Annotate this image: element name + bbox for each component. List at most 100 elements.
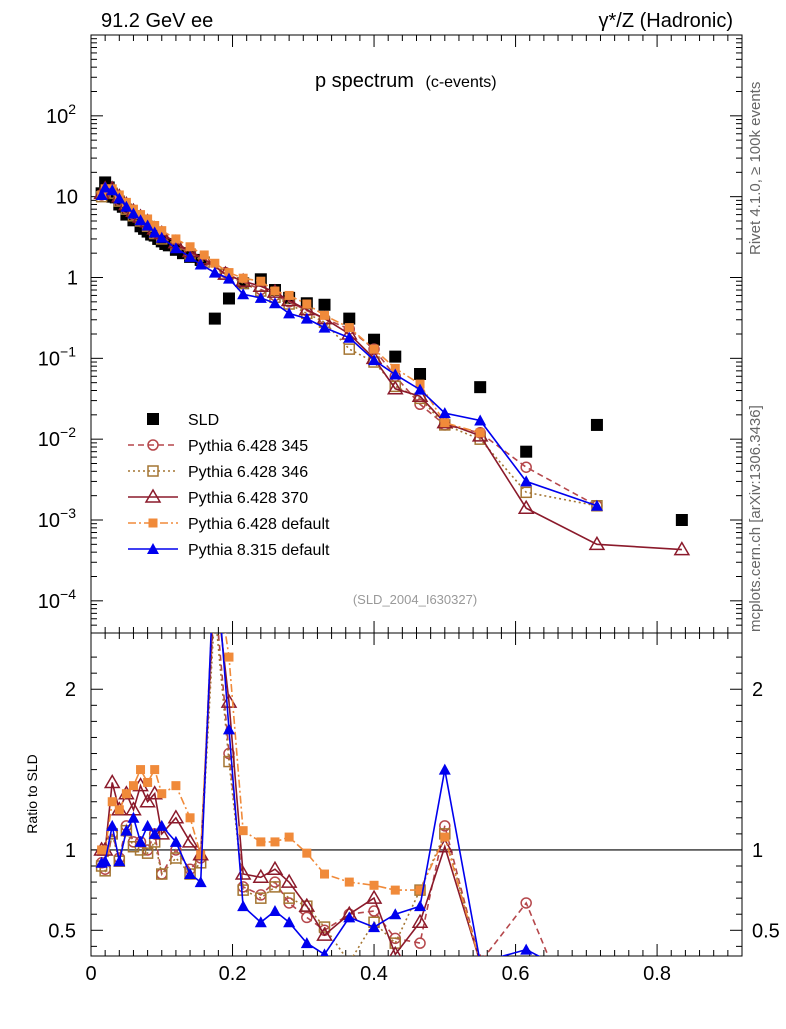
ratio-point bbox=[439, 820, 451, 832]
ratio-point bbox=[270, 837, 280, 847]
ratio-point bbox=[208, 570, 222, 582]
main-y-tick-label: 10−3 bbox=[38, 505, 76, 532]
ratio-point bbox=[475, 957, 485, 967]
legend: SLD Pythia 6.428 345 Pythia 6.428 346 Pythi… bbox=[128, 412, 330, 559]
data-point bbox=[320, 310, 330, 320]
data-point bbox=[300, 312, 313, 324]
ratio-point bbox=[414, 937, 426, 949]
ratio-point bbox=[343, 911, 356, 923]
ratio-point bbox=[389, 945, 402, 956]
ratio-point bbox=[252, 868, 270, 884]
ratio-point bbox=[438, 763, 451, 775]
ratio-point bbox=[476, 958, 485, 967]
ratio-point bbox=[280, 873, 298, 888]
main-y-tick-label: 10−1 bbox=[38, 343, 76, 370]
ratio-x-tick-label: 0.6 bbox=[502, 963, 530, 985]
ratio-point bbox=[100, 845, 110, 855]
legend-entry: Pythia 6.428 345 bbox=[128, 438, 308, 455]
header-left: 91.2 GeV ee bbox=[101, 10, 213, 32]
ratio-point bbox=[365, 889, 383, 904]
ratio-point bbox=[157, 789, 167, 799]
data-point bbox=[411, 387, 429, 402]
data-point bbox=[169, 242, 182, 254]
ratio-point bbox=[266, 860, 284, 875]
main-y-tick-base: 10 bbox=[56, 187, 78, 209]
ratio-point bbox=[283, 916, 296, 928]
ratio-series-pythia-8-315-default bbox=[95, 633, 557, 967]
ratio-point bbox=[181, 833, 199, 848]
main-y-tick-base: 10 bbox=[38, 348, 60, 370]
ratio-point bbox=[344, 957, 354, 967]
data-point bbox=[344, 323, 354, 333]
ratio-point bbox=[120, 824, 133, 836]
chart-title: p spectrum (c-events) bbox=[315, 70, 497, 92]
ratio-point bbox=[143, 777, 153, 787]
data-point bbox=[389, 368, 402, 380]
ratio-point bbox=[545, 956, 557, 967]
data-point bbox=[588, 535, 606, 551]
ratio-line bbox=[100, 633, 550, 956]
ratio-point bbox=[103, 773, 121, 789]
data-point bbox=[143, 214, 153, 224]
side-label-top: Rivet 4.1.0, ≥ 100k events bbox=[747, 82, 764, 255]
ratio-x-tick-label: 0.8 bbox=[643, 963, 671, 985]
data-point bbox=[134, 214, 147, 226]
ratio-point bbox=[114, 805, 124, 815]
data-point bbox=[414, 368, 427, 381]
data-point bbox=[127, 207, 140, 219]
data-point bbox=[343, 331, 356, 343]
data-point bbox=[184, 250, 197, 262]
data-point bbox=[369, 344, 379, 354]
ratio-point bbox=[169, 835, 182, 847]
data-point bbox=[386, 380, 404, 395]
ratio-point bbox=[196, 850, 206, 860]
legend-entry: SLD bbox=[147, 412, 219, 429]
ratio-point bbox=[139, 793, 156, 808]
ratio-point bbox=[284, 832, 294, 842]
data-point bbox=[222, 292, 235, 305]
data-point bbox=[208, 266, 221, 278]
ratio-point bbox=[316, 926, 333, 941]
legend-marker bbox=[147, 465, 159, 477]
legend-marker bbox=[144, 488, 162, 503]
ratio-point bbox=[121, 789, 131, 799]
ratio-y-tick-label: 1 bbox=[65, 840, 76, 862]
ratio-point bbox=[475, 957, 485, 967]
ratio-point bbox=[155, 819, 168, 831]
ratio-line bbox=[101, 633, 541, 956]
ratio-y-tick-label-right: 0.5 bbox=[752, 920, 780, 942]
ratio-point bbox=[389, 908, 402, 920]
ratio-point bbox=[141, 819, 154, 831]
data-point bbox=[157, 226, 167, 236]
ratio-point bbox=[478, 953, 482, 956]
ratio-point bbox=[414, 900, 427, 912]
data-point bbox=[237, 288, 250, 300]
data-point bbox=[389, 350, 402, 363]
ratio-axis-ticks: 0 0.2 0.4 0.6 0.8 0.5 0.5 1 1 2 2 bbox=[48, 633, 780, 985]
ratio-point bbox=[127, 811, 140, 823]
main-y-tick-base: 1 bbox=[67, 267, 78, 289]
data-point bbox=[208, 312, 221, 325]
legend-marker bbox=[147, 413, 159, 425]
data-point bbox=[318, 321, 331, 333]
data-point bbox=[284, 290, 294, 300]
data-point bbox=[368, 343, 380, 355]
ratio-point bbox=[184, 868, 197, 880]
data-point bbox=[520, 475, 533, 487]
ratio-point bbox=[320, 869, 330, 879]
main-y-tick-base: 10 bbox=[38, 591, 60, 613]
legend-marker bbox=[147, 543, 159, 554]
main-y-tick-label: 10 bbox=[56, 187, 78, 209]
main-y-tick-exp: −1 bbox=[60, 343, 76, 359]
main-y-tick-base: 10 bbox=[38, 429, 60, 451]
ratio-point bbox=[153, 825, 171, 840]
data-point bbox=[675, 513, 688, 526]
data-point bbox=[368, 354, 381, 366]
ratio-point bbox=[128, 781, 138, 791]
ratio-point bbox=[415, 885, 425, 895]
ratio-x-tick-label: 0.2 bbox=[219, 963, 247, 985]
ratio-point bbox=[298, 897, 316, 912]
data-point bbox=[590, 499, 603, 511]
side-label-bottom: mcplots.cern.ch [arXiv:1306.3436] bbox=[747, 405, 764, 632]
